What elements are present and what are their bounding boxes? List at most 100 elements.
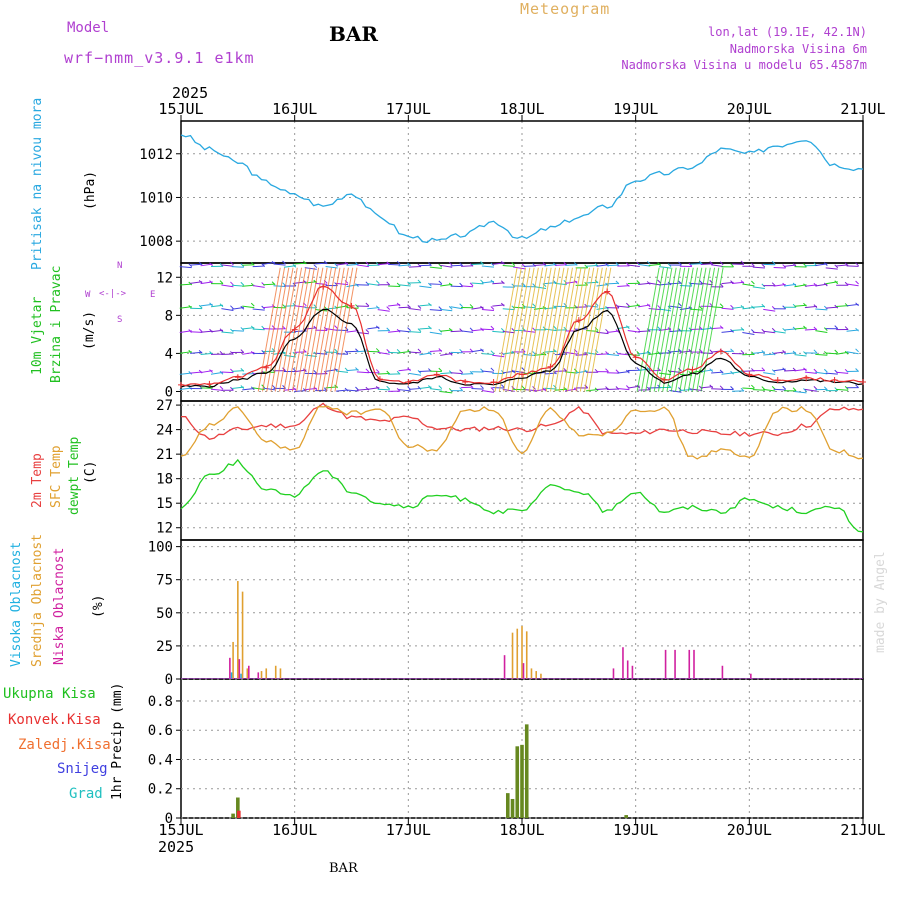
wind-barb [481, 353, 494, 355]
wind-barb-flag [751, 262, 755, 267]
precip-conv-bar [237, 810, 241, 818]
wind-barb [731, 329, 745, 331]
wind-barb [502, 388, 515, 392]
wind-barb-flag [417, 348, 422, 353]
wind-barb [408, 308, 422, 311]
wind-barb-flag [813, 368, 818, 373]
wind-barb-flag [271, 281, 276, 286]
wind-barb [617, 388, 630, 391]
wind-barb [836, 305, 849, 307]
wind-barb [836, 371, 849, 374]
wind-barb-flag [417, 279, 422, 284]
precip-total-bar [624, 815, 628, 818]
wind-barb-flag [771, 327, 776, 332]
wind-barb [523, 265, 536, 267]
compass-icon: <-|-> [99, 289, 127, 299]
wind-barb [481, 280, 494, 284]
wind-storm-hatch [675, 267, 698, 392]
wind-barb [461, 330, 474, 333]
wind-barb [440, 329, 453, 332]
wind-barb-flag [855, 327, 859, 332]
wind-storm-hatch [274, 267, 298, 392]
wind-barb [763, 372, 776, 375]
wind-barb [690, 308, 703, 311]
wind-barb-flag [605, 368, 609, 373]
wind-barb-flag [396, 370, 401, 375]
wind-barb [815, 371, 828, 375]
wind-storm-hatch [645, 267, 669, 392]
wind-barb-flag [615, 369, 620, 374]
wind-barb-flag [636, 280, 641, 284]
wind-barb-flag [428, 351, 432, 356]
x-tick-label-top: 16JUL [272, 100, 317, 118]
wind-barb-flag [563, 262, 568, 266]
wind-barb [846, 329, 859, 332]
wind-barb [398, 306, 411, 309]
wind-barb-flag [230, 261, 234, 266]
wind-barb [752, 305, 765, 308]
wind-barb [440, 264, 453, 268]
wind-barb-flag [615, 280, 620, 285]
wind-gust-marker [717, 348, 724, 355]
wind-barb-flag [823, 305, 828, 310]
wind-barb [752, 266, 765, 269]
wind-barb-flag [500, 302, 505, 307]
wind-barb [492, 354, 505, 358]
wind-barb [221, 264, 234, 267]
wind-barb-flag [761, 367, 766, 372]
wind-barb [481, 390, 494, 393]
wind-barb [700, 352, 713, 355]
wind-gust-marker [774, 377, 781, 384]
wind-barb [711, 327, 724, 330]
wind-barb [721, 281, 734, 285]
y-tick-label: 0 [165, 811, 173, 827]
wind-barb [617, 353, 630, 356]
wind-barb-flag [730, 263, 734, 268]
wind-barb [221, 331, 234, 334]
wind-barb [419, 285, 432, 289]
x-tick-label-bottom: 20JUL [727, 821, 772, 839]
wind-barb-flag [386, 349, 391, 353]
wind-barb [429, 309, 442, 312]
y-tick-label: 12 [156, 521, 173, 537]
wind-barb-flag [355, 367, 359, 371]
wind-barb-flag [573, 262, 578, 266]
wind-barb [471, 263, 484, 265]
wind-barb [523, 353, 536, 357]
wind-barb [742, 283, 755, 287]
wind-storm-hatch [562, 267, 586, 392]
wind-barb-flag [198, 279, 203, 284]
wind-barb-flag [407, 367, 411, 372]
wind-barb-flag [542, 387, 547, 392]
wind-barb-flag [438, 367, 443, 372]
wind-barb-flag [823, 282, 828, 287]
wind-storm-hatch [321, 267, 345, 392]
wind-barb-flag [719, 325, 724, 330]
wind-barb [804, 284, 817, 287]
wind-barb [304, 327, 317, 330]
wind-barb [596, 264, 609, 267]
wind-barb [367, 371, 380, 374]
wind-barb-flag [532, 303, 536, 308]
wind-barb [440, 390, 453, 394]
wind-storm-hatch [653, 267, 677, 392]
wind-barb-flag [709, 384, 714, 389]
wind-barb-flag [636, 327, 641, 331]
wind-barb [825, 372, 838, 375]
wind-storm-hatch [584, 267, 608, 392]
wind-barb-flag [292, 368, 297, 372]
wind-barb-flag [417, 305, 422, 309]
wind-barb-flag [740, 305, 745, 309]
wind-barb-flag [813, 385, 818, 390]
wind-barb-flag [209, 302, 213, 307]
wind-gust-marker [263, 364, 270, 371]
wind-barb [596, 331, 609, 335]
wind-barb [690, 263, 703, 265]
wind-barb [179, 283, 192, 286]
wind-barb-flag [740, 350, 745, 354]
wind-barb [606, 353, 619, 356]
wind-barb [325, 307, 338, 310]
wind-barb-flag [480, 261, 484, 265]
wind-barb [294, 281, 307, 284]
